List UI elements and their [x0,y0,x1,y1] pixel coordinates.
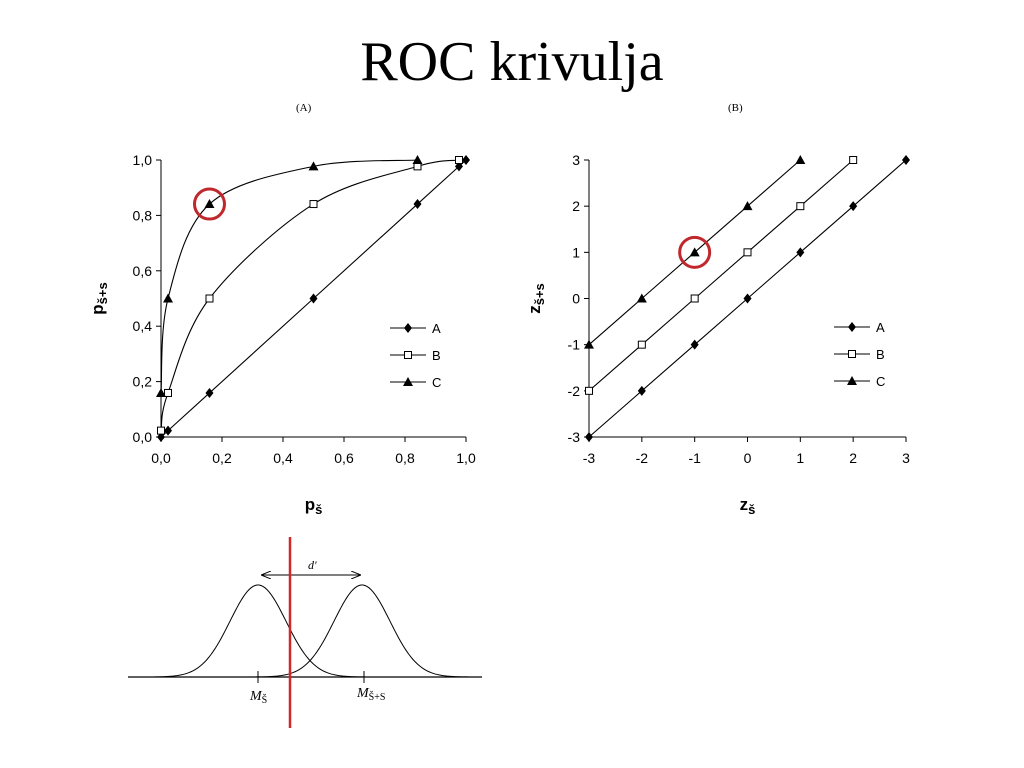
x-tick-label: 0,2 [212,450,232,466]
x-tick-label: 0 [744,450,752,466]
y-tick-label: 2 [572,198,580,214]
mean-signal-label: MŠ+S [356,686,385,703]
x-tick-label: 2 [849,450,857,466]
data-point-b [157,426,165,435]
highlight-circle [192,187,226,221]
y-tick-label: 0 [572,291,580,307]
data-point-a [164,425,173,436]
x-tick-label: 0,4 [273,450,293,466]
data-point-a [902,155,910,165]
data-point-b [849,156,858,164]
x-tick-label: -1 [688,450,701,466]
data-point-c [204,199,215,209]
y-axis-title: zš+s [525,283,547,314]
legend-label-a: A [876,320,885,335]
y-tick-label: 0,2 [133,374,153,390]
y-tick-label: 0,0 [133,429,153,445]
legend-label-b: B [432,348,441,363]
data-point-a [413,199,422,210]
x-tick-label: -2 [636,450,649,466]
mean-noise-label: MŠ [249,689,267,706]
noise-distribution-curve [154,584,469,678]
data-point-b [454,156,463,164]
data-point-b [585,386,593,395]
data-point-a [849,201,858,212]
panel-label-b: (B) [728,102,743,114]
legend-label-b: B [876,347,885,362]
data-point-b [205,294,214,303]
y-tick-label: 0,6 [133,263,153,279]
legend-marker-c [403,377,413,386]
x-tick-label: 0,0 [151,450,171,466]
data-point-c [156,387,166,397]
panel-label-a: (A) [296,102,312,114]
y-tick-label: -1 [568,337,581,353]
x-tick-label: 1,0 [456,450,476,466]
data-point-b [309,200,318,209]
data-point-c [584,339,594,349]
legend-label-c: C [432,375,441,390]
data-point-a [690,339,699,350]
legend-marker-a [404,323,412,333]
y-tick-label: -3 [568,429,581,445]
data-point-a [205,387,214,398]
legend-label-a: A [432,321,441,336]
slide-title: ROC krivulja [360,31,664,93]
data-point-c [795,155,806,164]
data-point-b [796,202,805,211]
data-point-c [636,293,647,303]
data-point-b [743,248,752,257]
data-point-b [637,340,646,349]
y-axis-title: pš+s [88,282,110,314]
data-point-c [308,161,319,171]
y-tick-label: 1 [572,244,580,260]
legend-marker-b [848,350,856,358]
series-line-b [588,159,854,392]
legend-marker-c [847,376,857,385]
signal-noise-distribution-curve [155,584,470,678]
legend-label-c: C [876,374,885,389]
x-tick-label: 0,8 [395,450,415,466]
y-tick-label: 0,4 [133,318,153,334]
x-tick-label: 3 [902,450,910,466]
y-tick-label: 3 [572,152,580,168]
data-point-a [796,247,805,258]
data-point-a [585,432,593,442]
x-axis-title: pš [305,495,323,517]
y-tick-label: 1,0 [133,152,153,168]
d-prime-label: d' [308,558,317,572]
data-point-c [689,247,700,257]
data-point-c [412,155,423,164]
y-tick-label: 0,8 [133,207,153,223]
legend-marker-b [404,351,412,359]
y-tick-label: -2 [568,383,581,399]
data-point-b [690,294,699,303]
data-point-c [742,201,753,211]
data-point-b [164,388,173,397]
x-tick-label: 1 [796,450,804,466]
data-point-c [163,293,174,303]
data-point-a [309,293,318,304]
legend-marker-a [848,322,856,332]
x-tick-label: 0,6 [334,450,354,466]
data-point-a [743,293,752,304]
highlight-circle [678,235,712,269]
data-point-a [462,155,470,165]
data-point-a [637,385,646,396]
x-tick-label: -3 [583,450,596,466]
x-axis-title: zš [740,495,756,517]
